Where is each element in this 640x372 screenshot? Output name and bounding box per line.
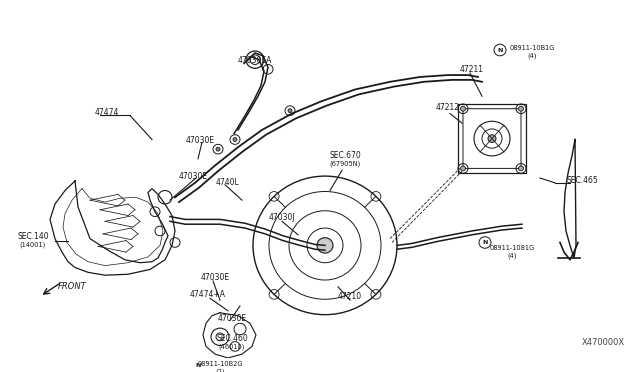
Text: (14001): (14001) bbox=[20, 241, 46, 248]
Text: (2): (2) bbox=[215, 368, 225, 372]
Text: 08911-1081G: 08911-1081G bbox=[490, 245, 534, 251]
Circle shape bbox=[461, 166, 465, 171]
Text: 47030E: 47030E bbox=[200, 273, 230, 282]
Text: SEC.670: SEC.670 bbox=[329, 151, 361, 160]
Text: N: N bbox=[195, 363, 201, 368]
Text: 4740L: 4740L bbox=[216, 178, 240, 187]
Text: 47474: 47474 bbox=[95, 108, 119, 117]
Circle shape bbox=[461, 106, 465, 111]
Circle shape bbox=[216, 147, 220, 151]
Circle shape bbox=[518, 166, 524, 171]
Circle shape bbox=[233, 138, 237, 141]
Text: (67905N): (67905N) bbox=[330, 160, 360, 167]
Text: 08911-10B2G: 08911-10B2G bbox=[197, 361, 243, 367]
Text: 47030E: 47030E bbox=[179, 171, 207, 180]
Text: 08911-10B1G: 08911-10B1G bbox=[509, 45, 555, 51]
Text: (46010): (46010) bbox=[219, 343, 245, 350]
Text: (4): (4) bbox=[508, 253, 516, 259]
Text: FRONT: FRONT bbox=[58, 282, 86, 291]
Circle shape bbox=[288, 109, 292, 113]
Circle shape bbox=[317, 238, 333, 253]
Text: N: N bbox=[483, 240, 488, 245]
Text: 47210: 47210 bbox=[338, 292, 362, 301]
Text: N: N bbox=[497, 48, 502, 52]
Text: 47030J: 47030J bbox=[269, 213, 295, 222]
Text: SEC.140: SEC.140 bbox=[17, 232, 49, 241]
Text: (4): (4) bbox=[527, 52, 537, 59]
Text: SEC.460: SEC.460 bbox=[216, 334, 248, 343]
Text: 47474+A: 47474+A bbox=[190, 290, 226, 299]
Circle shape bbox=[488, 135, 496, 142]
Text: SEC.465: SEC.465 bbox=[566, 176, 598, 185]
Text: 47030EA: 47030EA bbox=[238, 56, 272, 65]
Circle shape bbox=[518, 106, 524, 111]
Text: 47030E: 47030E bbox=[186, 136, 214, 145]
Text: 47211: 47211 bbox=[460, 65, 484, 74]
Text: X470000X: X470000X bbox=[581, 338, 625, 347]
Text: 47212: 47212 bbox=[436, 103, 460, 112]
Text: 47030E: 47030E bbox=[218, 314, 246, 323]
